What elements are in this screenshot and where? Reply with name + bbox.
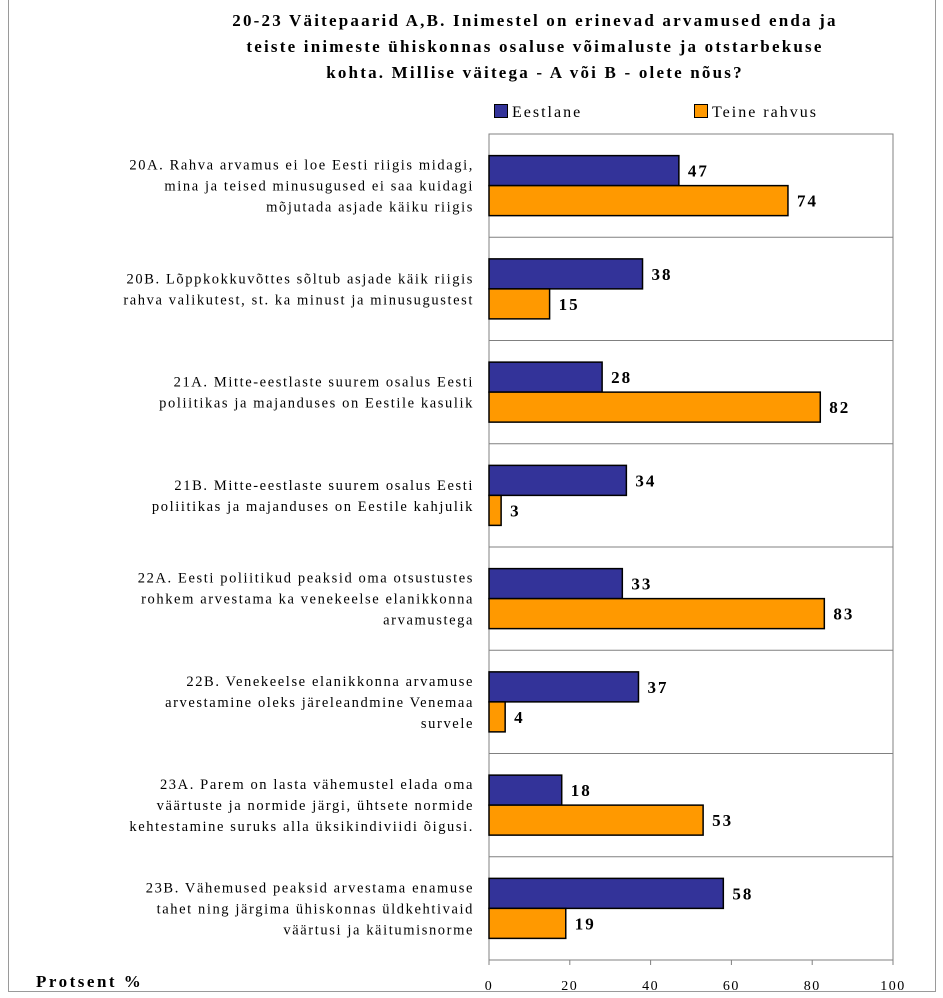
data-label-estonian-5: 37 — [647, 678, 668, 697]
x-tick-label-5: 100 — [880, 979, 906, 994]
data-label-other-nationality-7: 19 — [575, 914, 596, 933]
bar-other-nationality-0 — [488, 184, 789, 217]
category-label-7-line-0: 23B. Vähemused peaksid arvestama enamuse — [146, 880, 474, 896]
data-label-other-nationality-5: 4 — [514, 708, 525, 727]
bar-estonian-4 — [488, 567, 624, 600]
data-label-other-nationality-6: 53 — [712, 811, 733, 830]
bar-estonian-3 — [488, 464, 628, 497]
bar-other-nationality-7 — [488, 907, 567, 940]
data-label-estonian-4: 33 — [631, 575, 652, 594]
category-label-2-line-0: 21A. Mitte-eestlaste suurem osalus Eesti — [174, 375, 474, 391]
legend-label-other-nationality: Teine rahvus — [712, 104, 818, 121]
data-label-estonian-7: 58 — [732, 884, 753, 903]
chart-title: 20-23 Väitepaarid A,B. Inimestel on erin… — [232, 11, 838, 82]
category-label-1-line-1: rahva valikutest, st. ka minust ja minus… — [123, 292, 474, 308]
legend-label-estonian: Eestlane — [512, 104, 583, 121]
category-label-6-line-2: kehtestamine suruks alla üksikindiviidi … — [129, 819, 474, 835]
data-label-other-nationality-0: 74 — [797, 192, 818, 211]
category-label-0-line-1: mina ja teised minusugused ei saa kuidag… — [164, 179, 474, 195]
x-tick-label-3: 60 — [723, 979, 740, 994]
category-label-3-line-1: poliitikas ja majanduses on Eestile kahj… — [152, 499, 474, 515]
bar-estonian-5 — [488, 671, 640, 703]
category-label-3-line-0: 21B. Mitte-eestlaste suurem osalus Eesti — [174, 478, 474, 494]
category-label-6-line-1: väärtuste ja normide järgi, ühtsete norm… — [157, 798, 474, 814]
x-tick-label-2: 40 — [642, 979, 659, 994]
data-label-other-nationality-1: 15 — [559, 295, 580, 314]
legend-item-estonian: Eestlane — [494, 104, 582, 122]
category-label-4-line-0: 22A. Eesti poliitikud peaksid oma otsust… — [138, 571, 474, 587]
category-label-7-line-2: väärtusi ja käitumisnorme — [283, 922, 474, 938]
chart-frame — [8, 0, 936, 992]
bar-estonian-1 — [488, 258, 644, 290]
legend-item-other-nationality: Teine rahvus — [694, 104, 818, 122]
category-label-5-line-0: 22B. Venekeelse elanikkonna arvamuse — [186, 674, 474, 690]
category-label-6-line-0: 23A. Parem on lasta vähemustel elada oma — [160, 777, 474, 793]
category-label-7-line-1: tahet ning järgima ühiskonnas üldkehtiva… — [157, 901, 474, 917]
x-tick-label-0: 0 — [485, 979, 494, 994]
bar-estonian-7 — [488, 877, 725, 910]
category-label-4-line-2: arvamustega — [383, 613, 474, 629]
legend-swatch-other-nationality — [694, 104, 708, 118]
category-label-4-line-1: rohkem arvestama ka venekeelse elanikkon… — [141, 592, 474, 608]
category-label-0-line-2: mõjutada asjade käiku riigis — [266, 200, 474, 216]
bar-other-nationality-6 — [488, 804, 704, 836]
x-axis-label: Protsent % — [36, 972, 144, 991]
category-label-2-line-1: poliitikas ja majanduses on Eestile kasu… — [159, 396, 474, 412]
data-label-estonian-3: 34 — [635, 471, 656, 490]
data-label-estonian-6: 18 — [571, 781, 592, 800]
bar-other-nationality-2 — [488, 391, 822, 423]
category-label-1-line-0: 20B. Lõppkokkuvõttes sõltub asjade käik … — [127, 271, 474, 287]
data-label-other-nationality-3: 3 — [510, 501, 521, 520]
legend-swatch-estonian — [494, 104, 508, 118]
x-tick-label-1: 20 — [561, 979, 578, 994]
bar-other-nationality-4 — [488, 597, 826, 630]
bar-other-nationality-1 — [488, 288, 551, 320]
data-label-estonian-1: 38 — [652, 265, 673, 284]
category-label-5-line-2: survele — [421, 716, 474, 732]
data-label-estonian-0: 47 — [688, 162, 709, 181]
bar-other-nationality-3 — [488, 494, 502, 527]
bar-other-nationality-5 — [488, 701, 506, 733]
data-label-estonian-2: 28 — [611, 368, 632, 387]
bar-estonian-6 — [488, 774, 563, 806]
data-label-other-nationality-2: 82 — [829, 398, 850, 417]
bar-estonian-0 — [488, 154, 680, 187]
data-label-other-nationality-4: 83 — [833, 605, 854, 624]
category-label-0-line-0: 20A. Rahva arvamus ei loe Eesti riigis m… — [129, 158, 474, 174]
x-tick-label-4: 80 — [804, 979, 821, 994]
bar-estonian-2 — [488, 361, 603, 393]
category-label-5-line-1: arvestamine oleks järeleandmine Venemaa — [165, 695, 474, 711]
